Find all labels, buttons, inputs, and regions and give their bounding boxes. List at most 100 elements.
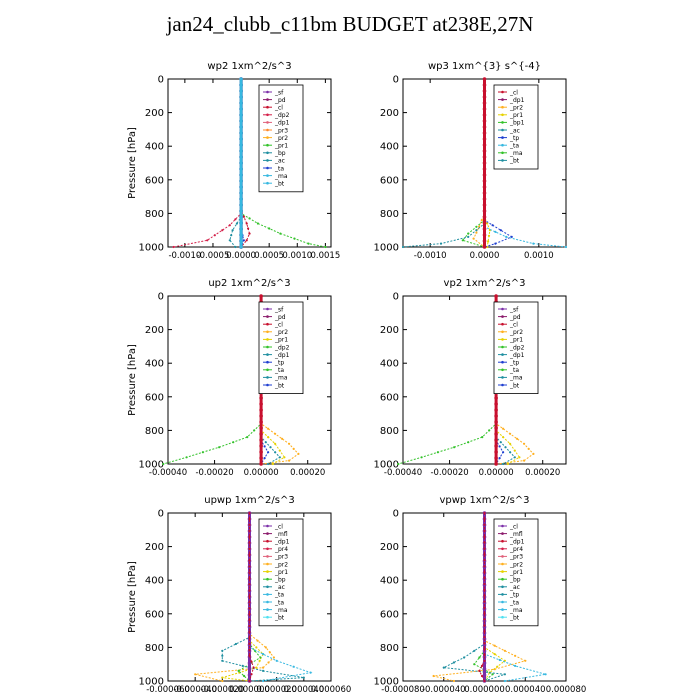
legend-marker	[501, 105, 504, 109]
series-point	[482, 643, 487, 647]
series-point	[514, 664, 517, 668]
series-point	[503, 673, 506, 676]
series-point	[483, 535, 486, 538]
legend-label: _ac	[509, 127, 520, 134]
y-tick-label: 400	[145, 142, 164, 153]
legend-box	[493, 301, 539, 394]
series-point	[234, 642, 237, 646]
series-point	[248, 583, 251, 586]
x-tick-label: -0.000060	[146, 685, 190, 695]
series-point	[502, 451, 505, 454]
legend-marker	[266, 383, 269, 387]
series-point	[248, 541, 251, 544]
legend-label: _pd	[274, 97, 286, 104]
y-tick-label: 800	[380, 426, 399, 437]
x-tick-label: -0.00020	[430, 468, 468, 478]
legend-marker	[501, 600, 504, 604]
legend-label: _pr3	[274, 127, 288, 134]
series-point	[221, 676, 224, 679]
series-point	[262, 653, 265, 656]
legend-label: _dp1	[509, 97, 525, 104]
series-point	[259, 456, 263, 460]
legend-marker	[501, 159, 504, 162]
series-point	[248, 535, 251, 538]
legend-marker	[266, 562, 269, 566]
legend-marker	[266, 608, 269, 611]
x-tick-label: -0.000020	[201, 685, 245, 695]
series-point	[475, 229, 478, 232]
y-tick-label: 200	[380, 108, 399, 119]
series-point	[442, 666, 445, 669]
series-point	[473, 649, 476, 652]
chart-panel-4: vp2 1xm^2/s^3 0 200 400 600 800 1000-0.00040 -0…	[374, 278, 567, 478]
legend-marker	[266, 181, 269, 185]
series-line-dp2	[163, 296, 262, 465]
series-point	[510, 235, 513, 238]
series-point	[250, 660, 253, 663]
series-point	[248, 648, 251, 652]
legend-label: _bt	[509, 615, 520, 622]
legend-label: _ta	[274, 165, 284, 172]
panel-title: vp2 1xm^2/s^3	[444, 278, 526, 289]
series-point	[248, 630, 251, 634]
series-point	[253, 429, 256, 432]
series-point	[275, 659, 278, 662]
y-tick-label: 1000	[139, 677, 164, 688]
legend-label: _cl	[274, 523, 283, 530]
series-point	[482, 89, 487, 93]
series-point	[482, 113, 487, 117]
legend-label: _tp	[509, 135, 519, 142]
series-point	[278, 456, 281, 459]
series-point	[230, 234, 233, 237]
y-tick-label: 0	[393, 75, 399, 86]
series-point	[478, 669, 481, 673]
series-point	[239, 215, 243, 219]
x-tick-label: 0.000040	[505, 685, 546, 695]
series-point	[267, 462, 270, 466]
legend-label: _ta	[509, 367, 519, 374]
legend-label: _ac	[274, 584, 285, 591]
legend-label: _dp2	[274, 344, 290, 351]
panel-title: vpwp 1xm^2/s^3	[439, 495, 529, 506]
series-point	[259, 396, 263, 400]
series-point	[482, 215, 487, 219]
series-point	[239, 89, 243, 93]
series-point	[239, 185, 243, 189]
legend-label: _bt	[509, 158, 520, 165]
series-point	[491, 224, 494, 227]
series-point	[483, 511, 486, 515]
legend-label: _dp2	[274, 112, 290, 119]
series-point	[256, 639, 259, 642]
y-tick-label: 600	[380, 609, 399, 620]
series-point	[239, 179, 243, 183]
series-point	[283, 456, 286, 459]
chart-panel-3: up2 1xm^2/s^3 0 200 400 600 800 1000 Pressure […	[127, 278, 332, 478]
series-point	[239, 137, 243, 141]
series-point	[239, 95, 243, 99]
series-point	[482, 191, 487, 195]
series-point	[494, 456, 498, 460]
y-tick-label: 400	[380, 576, 399, 587]
series-point	[487, 234, 491, 237]
x-tick-label: -0.0005	[197, 251, 230, 261]
series-point	[259, 294, 263, 298]
series-point	[239, 119, 243, 123]
series-point	[478, 656, 481, 659]
legend-marker	[501, 570, 504, 573]
series-point	[248, 559, 251, 562]
x-tick-label: 0.00000	[479, 468, 514, 478]
legend-label: _ac	[274, 158, 285, 165]
y-axis-label: Pressure [hPa]	[127, 127, 138, 199]
y-tick-label: 200	[380, 325, 399, 336]
series-point	[237, 669, 240, 673]
legend-marker	[501, 368, 504, 372]
series-point	[516, 437, 519, 440]
legend-label: _bp1	[509, 120, 525, 127]
y-tick-label: 1000	[139, 460, 164, 471]
series-point	[401, 245, 405, 249]
series-point	[246, 436, 249, 439]
series-point	[483, 547, 486, 550]
series-line-dp2	[173, 79, 242, 248]
x-tick-label: 0.000060	[311, 685, 352, 695]
